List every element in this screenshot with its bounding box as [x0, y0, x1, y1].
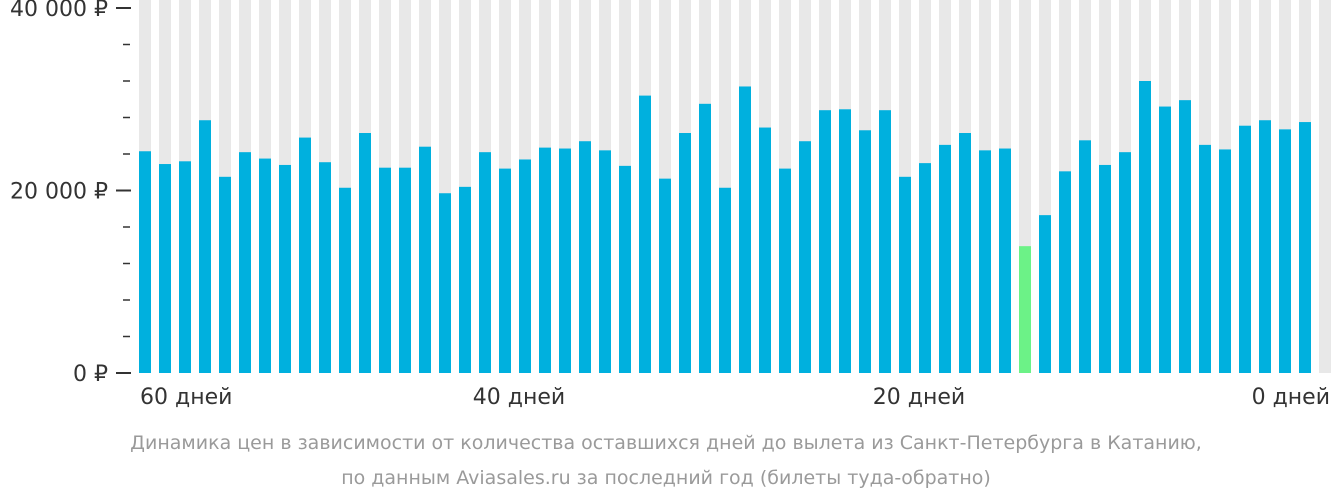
bar: [1199, 144, 1211, 373]
background-column: [1319, 0, 1331, 373]
x-tick-label: 40 дней: [473, 385, 565, 410]
bar: [419, 146, 431, 373]
bar-cheapest: [1019, 246, 1031, 373]
bar: [699, 103, 711, 373]
bar: [319, 162, 331, 373]
bar: [259, 158, 271, 373]
bar: [799, 141, 811, 373]
bar: [1179, 100, 1191, 373]
x-tick-label: 0 дней: [1252, 385, 1330, 410]
bar: [639, 95, 651, 373]
bar: [239, 152, 251, 373]
bar: [759, 127, 771, 373]
bar: [139, 151, 151, 373]
bar: [359, 133, 371, 373]
bar: [659, 178, 671, 373]
bar: [1259, 120, 1271, 373]
y-tick-label: 20 000 ₽: [10, 180, 108, 205]
bar: [579, 141, 591, 373]
bar: [739, 86, 751, 373]
bar: [159, 164, 171, 373]
x-axis: 60 дней 40 дней 20 дней 0 дней: [140, 385, 1330, 410]
bar: [1079, 140, 1091, 373]
bar: [279, 164, 291, 373]
bar: [219, 176, 231, 373]
bar: [499, 168, 511, 373]
bar: [879, 110, 891, 373]
bar: [1239, 125, 1251, 374]
bar: [979, 150, 991, 373]
bar: [819, 110, 831, 373]
bar: [859, 130, 871, 373]
bar: [1299, 122, 1311, 373]
bar: [899, 176, 911, 373]
bar: [1279, 129, 1291, 373]
bar: [299, 137, 311, 373]
bar: [339, 187, 351, 373]
bar: [999, 148, 1011, 373]
bar: [919, 163, 931, 373]
bar: [779, 168, 791, 373]
bar: [1119, 152, 1131, 373]
x-tick-label: 60 дней: [140, 385, 232, 410]
bar: [679, 133, 691, 373]
bar: [939, 144, 951, 373]
bar: [459, 186, 471, 373]
y-tick-label: 40 000 ₽: [10, 0, 108, 22]
bar: [199, 120, 211, 373]
bar: [1099, 164, 1111, 373]
background-columns: [139, 0, 1331, 373]
bar: [599, 150, 611, 373]
x-tick-label: 20 дней: [873, 385, 965, 410]
bar: [719, 187, 731, 373]
bar: [179, 161, 191, 373]
bar: [1219, 149, 1231, 373]
bar: [539, 147, 551, 373]
bar: [1059, 171, 1071, 373]
bar: [1159, 106, 1171, 374]
bar: [1039, 215, 1051, 373]
bar: [479, 152, 491, 373]
bar: [619, 165, 631, 373]
y-tick-label: 0 ₽: [73, 362, 108, 387]
bar: [1139, 81, 1151, 373]
bar: [959, 133, 971, 373]
chart-caption-line-1: Динамика цен в зависимости от количества…: [130, 432, 1202, 454]
price-dynamics-chart: 40 000 ₽ 20 000 ₽ 0 ₽ 60 дней 40 дней 20 дне…: [10, 0, 1331, 410]
bar: [519, 159, 531, 373]
chart-caption-line-2: по данным Aviasales.ru за последний год …: [341, 467, 991, 489]
bar: [379, 167, 391, 373]
bar: [399, 167, 411, 373]
bar: [559, 148, 571, 373]
y-axis: 40 000 ₽ 20 000 ₽ 0 ₽: [10, 0, 131, 387]
bar: [439, 193, 451, 373]
bar: [839, 109, 851, 373]
bars: [139, 81, 1311, 374]
